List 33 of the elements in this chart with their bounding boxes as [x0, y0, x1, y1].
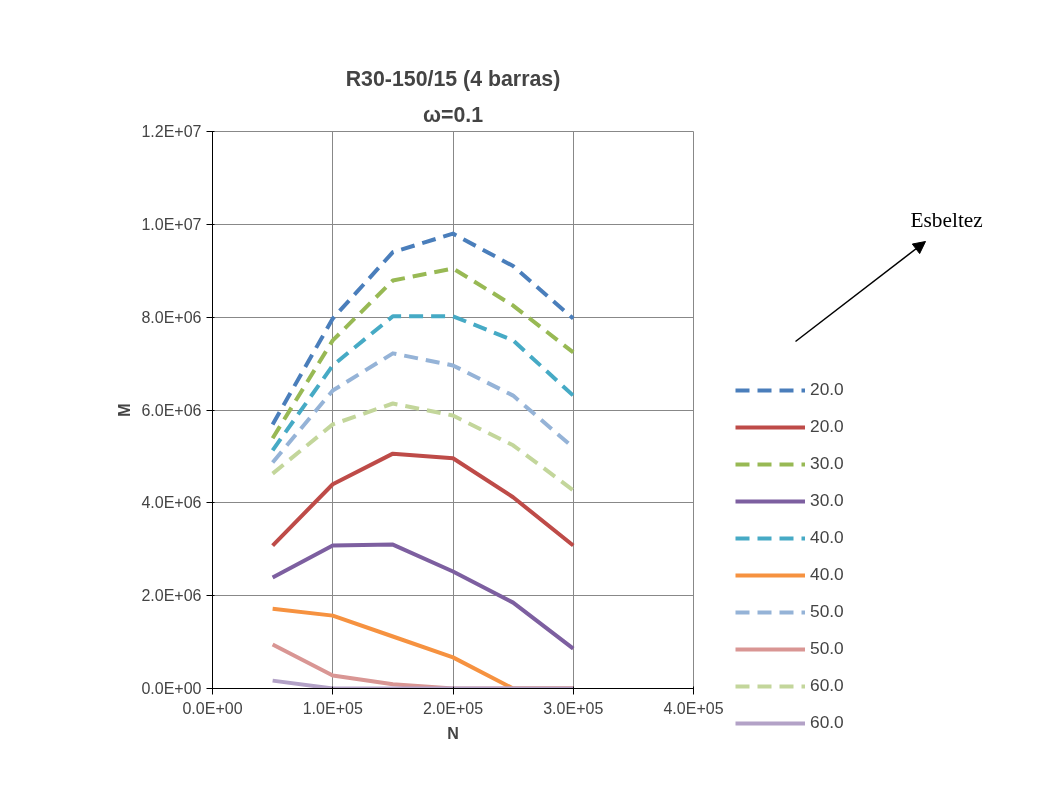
legend-label: 40.0 — [810, 564, 844, 586]
legend-label: 60.0 — [810, 675, 844, 697]
y-tick-label: 4.0E+06 — [141, 494, 202, 512]
y-tick-label: 6.0E+06 — [141, 401, 202, 419]
y-tick-label: 1.0E+07 — [141, 215, 202, 233]
x-tick-label: 1.0E+05 — [302, 699, 363, 717]
legend-label: 40.0 — [810, 527, 844, 549]
x-tick-label: 0.0E+00 — [182, 699, 243, 717]
legend-label: 50.0 — [810, 601, 844, 623]
x-tick-label: 4.0E+05 — [663, 699, 724, 717]
line-series — [270, 266, 576, 441]
legend-label: 30.0 — [810, 453, 844, 475]
x-tick-label: 2.0E+05 — [422, 699, 484, 717]
y-tick-label: 2.0E+06 — [141, 587, 202, 605]
y-tick-label: 8.0E+06 — [141, 308, 202, 326]
x-tick-label: 3.0E+05 — [543, 699, 604, 717]
y-tick-label: 0.0E+00 — [141, 680, 202, 697]
x-axis-title: N — [447, 724, 459, 742]
line-series — [270, 314, 576, 453]
y-tick-label: 1.2E+07 — [141, 123, 202, 140]
chart-subtitle: ω=0.1 — [422, 102, 484, 127]
legend-label: 50.0 — [810, 638, 844, 660]
legend-label: 60.0 — [810, 712, 844, 734]
chart-title: R30-150/15 (4 barras) — [345, 66, 561, 91]
line-series — [270, 401, 576, 493]
legend-label: 20.0 — [810, 416, 844, 438]
y-axis-title: M — [116, 403, 134, 417]
line-series — [270, 231, 576, 427]
line-series — [270, 451, 576, 548]
legend-label: 20.0 — [810, 379, 844, 401]
text: Esbeltez — [910, 207, 983, 232]
line-series — [270, 542, 576, 651]
legend-label: 30.0 — [810, 490, 844, 512]
